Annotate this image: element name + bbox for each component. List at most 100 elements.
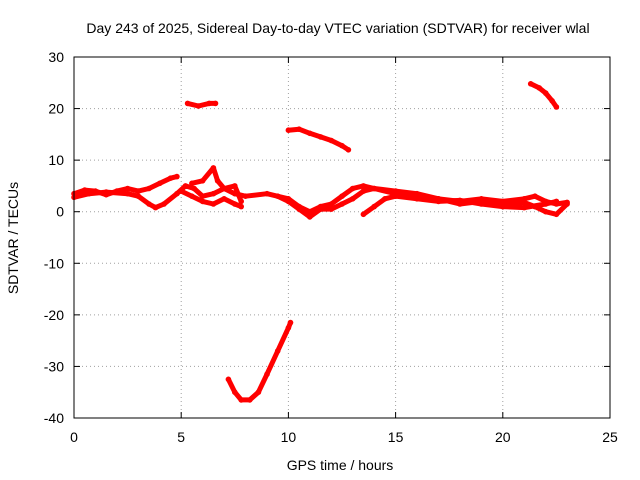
- series-line: [185, 100, 218, 109]
- y-tick-label: -30: [44, 358, 64, 374]
- data-point: [317, 206, 324, 212]
- data-point: [296, 126, 302, 132]
- data-point: [349, 185, 356, 192]
- data-point: [553, 198, 560, 205]
- data-point: [521, 199, 527, 206]
- data-point: [210, 165, 217, 171]
- data-point: [189, 193, 195, 199]
- data-point: [328, 137, 335, 144]
- data-point: [414, 196, 420, 202]
- series-track-loop-b: [189, 165, 244, 205]
- data-point: [210, 190, 217, 197]
- data-point: [199, 198, 206, 205]
- data-point: [238, 397, 244, 403]
- data-point: [152, 204, 159, 211]
- data-point: [536, 85, 542, 91]
- data-point: [371, 203, 378, 210]
- y-tick-label: 20: [48, 101, 64, 117]
- x-tick-label: 15: [388, 429, 404, 445]
- data-point: [542, 90, 549, 96]
- y-axis-label: SDTVAR / TECUs: [5, 182, 21, 294]
- data-point: [206, 100, 212, 107]
- data-point: [345, 147, 352, 153]
- data-point: [146, 185, 152, 192]
- data-point: [287, 319, 294, 326]
- data-point: [274, 348, 281, 354]
- data-point: [264, 190, 270, 197]
- data-point: [457, 197, 463, 204]
- data-point: [553, 104, 560, 110]
- data-point: [285, 198, 292, 205]
- data-point: [212, 100, 219, 107]
- data-point: [532, 193, 538, 199]
- chart-title: Day 243 of 2025, Sidereal Day-to-day VTE…: [86, 20, 589, 36]
- data-point: [103, 189, 109, 195]
- series-track-high-3: [527, 81, 560, 110]
- data-point: [285, 127, 292, 133]
- data-point: [174, 173, 180, 180]
- data-point: [500, 203, 506, 210]
- data-point: [307, 130, 313, 137]
- data-point: [339, 142, 345, 149]
- data-point: [238, 203, 244, 210]
- data-point: [553, 211, 560, 218]
- data-point: [542, 208, 549, 215]
- data-point: [225, 376, 232, 383]
- grid: [74, 57, 610, 418]
- series-track-low: [225, 319, 294, 403]
- data-point: [214, 178, 221, 184]
- y-tick-label: -10: [44, 255, 64, 271]
- data-point: [232, 201, 238, 207]
- data-point: [238, 198, 244, 205]
- data-point: [527, 81, 534, 87]
- x-tick-label: 5: [177, 429, 185, 445]
- data-point: [549, 98, 555, 104]
- x-tick-label: 25: [602, 429, 618, 445]
- data-point: [157, 180, 163, 187]
- x-axis-label: GPS time / hours: [287, 457, 394, 473]
- data-point: [232, 389, 238, 396]
- data-point: [247, 397, 253, 403]
- x-tick-label: 0: [70, 429, 78, 445]
- y-tick-label: -40: [44, 410, 64, 426]
- data-point: [360, 188, 367, 194]
- data-point: [255, 389, 262, 396]
- data-point: [317, 134, 324, 140]
- y-tick-label: 0: [56, 204, 64, 220]
- data-point: [161, 201, 167, 207]
- series-track-high-2: [285, 126, 352, 153]
- y-tick-label: -20: [44, 307, 64, 323]
- data-point: [210, 201, 217, 207]
- data-point: [199, 193, 206, 199]
- data-point: [81, 187, 88, 193]
- data-point: [382, 196, 388, 202]
- data-point: [232, 183, 238, 189]
- data-point: [191, 185, 197, 192]
- data-point: [242, 193, 249, 199]
- data-point: [371, 185, 378, 192]
- data-point: [360, 211, 367, 218]
- data-point: [221, 196, 227, 202]
- data-point: [184, 100, 191, 107]
- data-point: [86, 190, 92, 197]
- tick-labels: 0 5 10 15 20 25 30 20 10 0 -10 -20 -30 -40: [44, 49, 618, 445]
- data-point: [349, 196, 356, 202]
- data-point: [435, 198, 442, 205]
- data-point: [221, 185, 227, 192]
- x-tick-label: 20: [495, 429, 511, 445]
- data-point: [542, 201, 549, 207]
- data-point: [167, 175, 174, 181]
- series-track-loop-a: [178, 188, 244, 210]
- data-point: [146, 201, 152, 207]
- data-point: [392, 193, 399, 199]
- series-track-high-1: [184, 100, 219, 109]
- data-point: [339, 193, 345, 199]
- data-series: [71, 81, 570, 403]
- data-point: [264, 371, 270, 378]
- data-point: [285, 325, 292, 331]
- data-point: [135, 188, 142, 194]
- data-point: [195, 103, 202, 109]
- data-point: [174, 190, 180, 197]
